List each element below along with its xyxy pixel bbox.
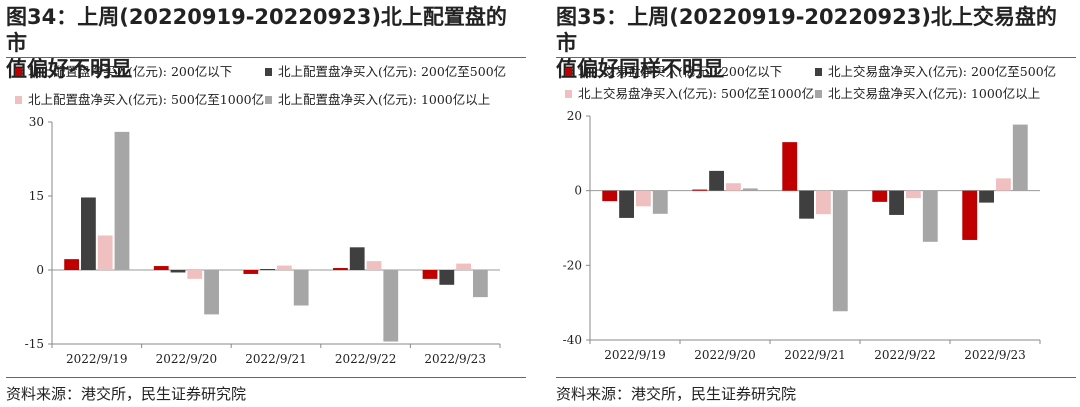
bar-2022/9/20-s3 [742, 188, 758, 191]
right-chart-title: 图35：上周(20220919-20220923)北上交易盘的市 值偏好同样不明… [556, 4, 1071, 82]
x-tick-label-4: 2022/9/23 [964, 348, 1026, 362]
legend-swatch-0 [565, 68, 572, 76]
bar-2022/9/19-s1 [619, 190, 634, 218]
bar-2022/9/19-s2 [636, 190, 651, 207]
bar-2022/9/21-s3 [832, 190, 848, 312]
bar-2022/9/23-s3 [472, 270, 488, 298]
x-tick-label-0: 2022/9/19 [604, 348, 666, 362]
bar-2022/9/19-s1 [81, 197, 96, 270]
left-chart-panel: 图34：上周(20220919-20220923)北上配置盘的市 值偏好不明显 … [0, 0, 530, 407]
left-source-note: 资料来源：港交所，民生证券研究院 [6, 385, 247, 403]
x-tick-label-3: 2022/9/22 [335, 352, 397, 366]
bar-2022/9/19-s0 [64, 259, 80, 270]
bar-2022/9/21-s1 [260, 269, 275, 270]
legend-swatch-0 [15, 68, 22, 76]
bar-2022/9/22-s3 [383, 270, 399, 342]
legend-label-1: 北上交易盘净买入(亿元): 200亿至500亿 [828, 64, 1056, 79]
bar-2022/9/22-s2 [366, 261, 382, 270]
y-tick-label-2: 0 [574, 184, 582, 198]
bar-2022/9/22-s2 [906, 190, 921, 199]
legend-swatch-3 [265, 96, 272, 104]
bar-2022/9/23-s0 [962, 190, 978, 240]
left-chart-title-line1: 图34：上周(20220919-20220923)北上配置盘的市 [6, 5, 507, 55]
legend-label-0: 北上交易盘净买入(亿元): 200亿以下 [578, 64, 782, 79]
bar-2022/9/20-s1 [170, 270, 186, 273]
bar-2022/9/19-s0 [602, 190, 618, 202]
legend-label-2: 北上交易盘净买入(亿元): 500亿至1000亿 [578, 86, 814, 101]
bar-2022/9/20-s2 [726, 183, 741, 191]
bar-2022/9/19-s3 [652, 190, 668, 214]
x-tick-label-2: 2022/9/21 [784, 348, 846, 362]
y-tick-label-3: 30 [29, 115, 44, 129]
right-title-divider [556, 57, 1076, 58]
right-chart-title-line2: 值偏好同样不明显 [556, 57, 724, 81]
x-tick-label-4: 2022/9/23 [424, 352, 486, 366]
right-bottom-divider [556, 377, 1076, 378]
bar-2022/9/21-s0 [782, 142, 798, 191]
y-tick-label-1: -20 [563, 258, 582, 272]
bar-2022/9/23-s1 [979, 190, 994, 203]
bar-2022/9/23-s2 [456, 263, 471, 270]
bar-2022/9/20-s2 [187, 270, 203, 279]
legend-swatch-1 [265, 68, 272, 76]
right-bar-chart: 北上交易盘净买入(亿元): 200亿以下 北上交易盘净买入(亿元): 200亿至5… [563, 64, 1056, 362]
bar-2022/9/22-s1 [349, 247, 365, 270]
bar-2022/9/22-s0 [333, 268, 348, 270]
y-tick-label-0: -40 [563, 333, 582, 347]
y-tick-label-3: 20 [567, 109, 582, 123]
legend-label-3: 北上交易盘净买入(亿元): 1000亿以上 [828, 86, 1040, 101]
x-tick-label-1: 2022/9/20 [694, 348, 756, 362]
x-tick-label-1: 2022/9/20 [156, 352, 218, 366]
bar-2022/9/23-s1 [439, 270, 455, 285]
bar-2022/9/20-s3 [204, 270, 219, 315]
x-tick-label-3: 2022/9/22 [874, 348, 936, 362]
legend-swatch-1 [815, 68, 822, 76]
bar-2022/9/21-s3 [293, 270, 309, 306]
bar-2022/9/21-s2 [277, 265, 292, 270]
right-chart-title-line1: 图35：上周(20220919-20220923)北上交易盘的市 [556, 5, 1057, 55]
bar-2022/9/23-s3 [1012, 124, 1028, 191]
legend-swatch-2 [15, 96, 22, 104]
y-tick-label-2: 15 [29, 189, 44, 203]
y-tick-label-0: -15 [25, 337, 44, 351]
bar-2022/9/21-s2 [816, 190, 831, 215]
bar-2022/9/21-s0 [243, 270, 259, 274]
bar-2022/9/22-s3 [922, 190, 938, 242]
bar-2022/9/19-s2 [97, 235, 113, 270]
legend-label-3: 北上配置盘净买入(亿元): 1000亿以上 [278, 92, 490, 107]
left-title-divider [6, 57, 526, 58]
bar-2022/9/23-s2 [996, 178, 1011, 191]
left-chart-title-line2: 值偏好不明显 [6, 57, 132, 81]
bar-2022/9/20-s1 [709, 170, 724, 191]
bar-2022/9/22-s0 [872, 190, 888, 202]
bar-2022/9/20-s0 [692, 189, 708, 191]
legend-label-2: 北上配置盘净买入(亿元): 500亿至1000亿 [28, 92, 264, 107]
bar-2022/9/22-s1 [889, 190, 904, 215]
bar-2022/9/20-s0 [153, 266, 169, 270]
left-bar-chart: 北上配置盘净买入(亿元): 200亿以下 北上配置盘净买入(亿元): 200亿至5… [15, 64, 506, 366]
x-tick-label-0: 2022/9/19 [66, 352, 128, 366]
legend-swatch-3 [815, 90, 822, 98]
left-chart-title: 图34：上周(20220919-20220923)北上配置盘的市 值偏好不明显 [6, 4, 521, 82]
bar-2022/9/21-s1 [799, 190, 814, 219]
x-tick-label-2: 2022/9/21 [245, 352, 307, 366]
right-chart-panel: 图35：上周(20220919-20220923)北上交易盘的市 值偏好同样不明… [550, 0, 1080, 407]
legend-label-0: 北上配置盘净买入(亿元): 200亿以下 [28, 64, 232, 79]
bar-2022/9/19-s3 [114, 131, 130, 270]
legend-swatch-2 [565, 90, 572, 98]
legend-label-1: 北上配置盘净买入(亿元): 200亿至500亿 [278, 64, 506, 79]
y-tick-label-1: 0 [36, 263, 44, 277]
bar-2022/9/23-s0 [422, 270, 438, 279]
right-source-note: 资料来源：港交所，民生证券研究院 [556, 385, 797, 403]
left-bottom-divider [6, 377, 526, 378]
